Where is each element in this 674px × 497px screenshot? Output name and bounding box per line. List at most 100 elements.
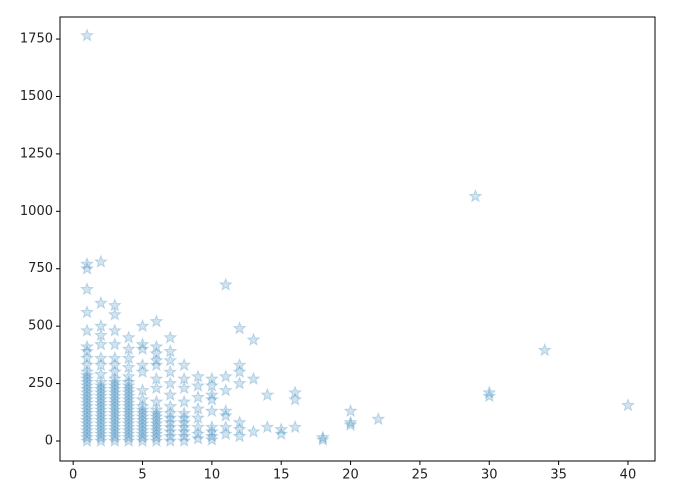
point bbox=[121, 423, 136, 437]
point bbox=[218, 419, 233, 434]
y-tick-label: 250 bbox=[28, 376, 53, 391]
point bbox=[121, 369, 136, 383]
point bbox=[177, 415, 192, 429]
point bbox=[149, 433, 164, 448]
x-tick-label: 10 bbox=[204, 468, 221, 483]
point bbox=[93, 357, 108, 372]
point bbox=[149, 380, 164, 395]
point bbox=[93, 254, 108, 268]
point bbox=[149, 371, 164, 386]
point bbox=[121, 402, 136, 417]
point bbox=[107, 419, 122, 434]
point bbox=[204, 371, 219, 386]
point bbox=[204, 432, 219, 446]
y-tick-label: 1250 bbox=[20, 146, 53, 161]
point bbox=[79, 385, 95, 399]
point bbox=[135, 409, 150, 423]
point bbox=[93, 337, 108, 351]
point bbox=[135, 412, 150, 427]
point bbox=[163, 433, 178, 448]
point bbox=[288, 385, 303, 399]
point bbox=[232, 422, 247, 436]
point bbox=[79, 378, 95, 392]
point bbox=[343, 417, 358, 431]
point bbox=[121, 433, 136, 448]
point bbox=[107, 350, 122, 365]
point bbox=[107, 402, 122, 417]
point bbox=[537, 342, 552, 357]
point bbox=[121, 330, 136, 344]
x-tick-label: 35 bbox=[550, 468, 567, 483]
x-tick-label: 15 bbox=[273, 468, 290, 483]
point bbox=[121, 426, 136, 441]
point bbox=[163, 399, 178, 413]
point bbox=[93, 318, 108, 333]
point bbox=[121, 388, 136, 403]
point bbox=[121, 395, 136, 410]
point bbox=[482, 385, 497, 399]
point bbox=[93, 430, 108, 444]
point bbox=[149, 423, 164, 437]
point bbox=[232, 357, 247, 372]
point bbox=[93, 295, 108, 310]
point bbox=[149, 394, 164, 408]
point bbox=[121, 409, 136, 423]
point bbox=[79, 256, 95, 271]
point bbox=[190, 410, 206, 425]
point bbox=[204, 378, 219, 392]
point bbox=[79, 368, 95, 382]
point bbox=[93, 385, 108, 399]
point bbox=[177, 433, 192, 448]
point bbox=[79, 357, 95, 372]
point bbox=[135, 399, 150, 413]
point bbox=[135, 364, 150, 379]
point bbox=[135, 318, 150, 333]
y-tick-label: 0 bbox=[45, 434, 53, 449]
point bbox=[107, 430, 122, 444]
point bbox=[79, 371, 95, 386]
point bbox=[79, 350, 95, 365]
point bbox=[79, 388, 95, 403]
point bbox=[79, 364, 95, 379]
point bbox=[218, 408, 233, 422]
point bbox=[107, 426, 122, 441]
point bbox=[190, 426, 206, 441]
point bbox=[79, 426, 95, 441]
point bbox=[79, 339, 95, 353]
point bbox=[79, 323, 95, 337]
y-tick-label: 750 bbox=[28, 261, 53, 276]
point bbox=[149, 430, 164, 444]
point bbox=[107, 357, 122, 372]
point bbox=[149, 314, 164, 328]
point bbox=[79, 28, 95, 42]
point bbox=[482, 388, 497, 403]
point bbox=[135, 406, 150, 420]
point bbox=[79, 399, 95, 413]
point bbox=[93, 350, 108, 365]
point bbox=[218, 369, 233, 383]
point bbox=[190, 401, 206, 415]
point bbox=[163, 406, 178, 420]
point bbox=[93, 388, 108, 403]
point bbox=[135, 423, 150, 437]
point bbox=[79, 419, 95, 434]
point bbox=[246, 424, 261, 438]
point bbox=[190, 378, 206, 392]
point bbox=[93, 419, 108, 434]
point bbox=[93, 409, 108, 423]
point bbox=[177, 357, 192, 372]
point bbox=[93, 406, 108, 420]
point bbox=[288, 419, 303, 434]
point bbox=[107, 371, 122, 386]
point bbox=[190, 419, 206, 434]
point bbox=[260, 419, 275, 434]
point bbox=[107, 433, 122, 448]
point bbox=[315, 430, 330, 444]
point bbox=[93, 402, 108, 417]
y-tick-label: 1750 bbox=[20, 32, 53, 47]
point bbox=[135, 430, 150, 444]
point bbox=[121, 360, 136, 374]
point bbox=[121, 378, 136, 392]
point bbox=[149, 416, 164, 430]
point bbox=[107, 375, 122, 389]
